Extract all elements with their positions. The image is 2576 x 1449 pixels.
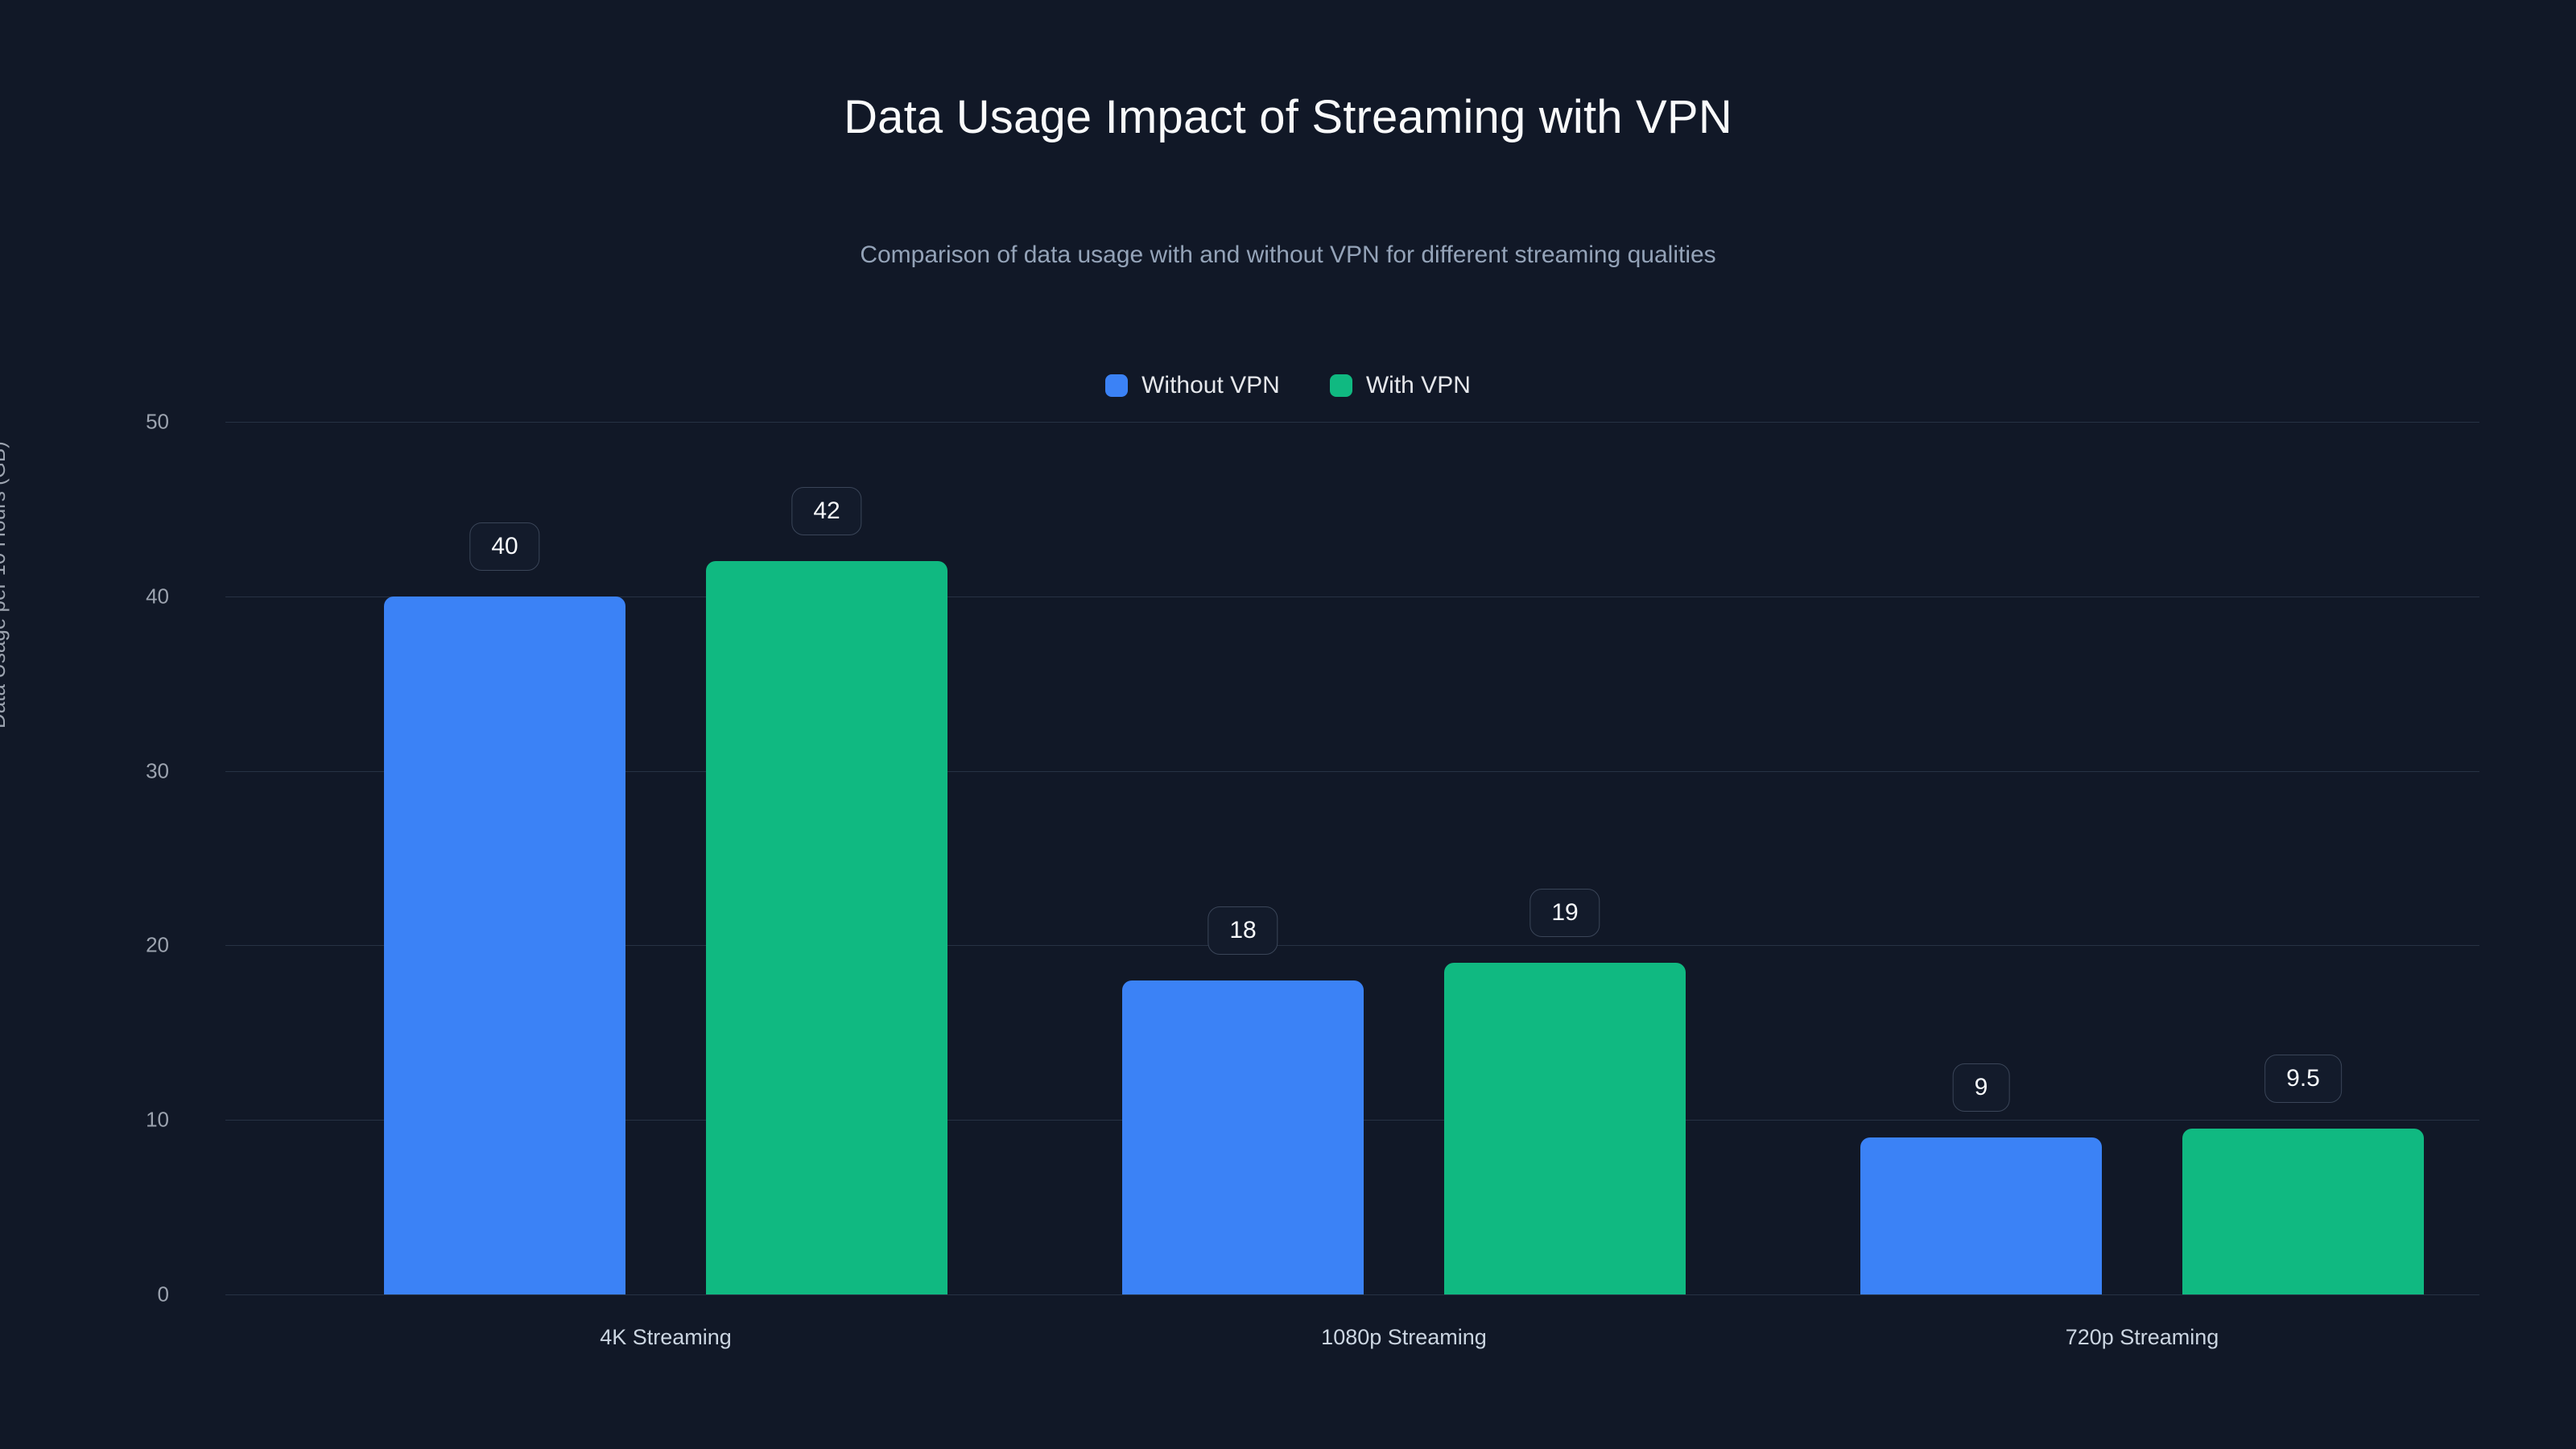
plot-area: 0 10 20 30 40 50 40 42 18 19 9 9.5 4K Streaming 108… [146,410,2479,1349]
x-axis-category-label: 4K Streaming [600,1325,732,1349]
bar-value-label: 19 [1530,889,1600,938]
y-axis-tick-label: 0 [157,1282,169,1307]
y-axis-tick-label: 10 [146,1107,169,1132]
y-axis-tick-label: 30 [146,758,169,783]
legend-swatch-icon-with-vpn [1329,374,1352,397]
gridline [225,1294,2479,1295]
y-axis-tick-label: 40 [146,584,169,609]
legend-swatch-icon-without-vpn [1105,374,1129,397]
bar-value-label: 42 [791,487,862,536]
x-axis-category-label: 1080p Streaming [1321,1325,1487,1349]
gridline [225,422,2479,423]
bar[interactable] [2182,1129,2424,1294]
bar[interactable] [1860,1137,2102,1294]
bar[interactable] [706,561,947,1294]
bar-value-label: 40 [469,522,540,571]
legend-item-with-vpn[interactable]: With VPN [1329,372,1471,399]
bar[interactable] [1122,980,1364,1294]
legend-label-with-vpn: With VPN [1365,372,1471,398]
y-axis-tick-label: 20 [146,932,169,957]
gridline [225,945,2479,947]
gridline [225,770,2479,772]
bar[interactable] [1444,963,1686,1294]
chart-subtitle: Comparison of data usage with and withou… [860,242,1716,268]
y-axis-title: Data Usage per 10 Hours (GB) [0,441,10,729]
bar-value-label: 9.5 [2264,1055,2342,1104]
y-axis-tick-label: 50 [146,409,169,434]
bar[interactable] [384,596,625,1294]
bar-value-label: 9 [1952,1063,2010,1112]
legend-label-without-vpn: Without VPN [1141,372,1280,398]
bar-value-label: 18 [1208,906,1278,955]
chart-legend: Without VPN With VPN [0,372,2576,399]
legend-item-without-vpn[interactable]: Without VPN [1105,372,1280,399]
x-axis-category-label: 720p Streaming [2065,1325,2219,1349]
chart-title: Data Usage Impact of Streaming with VPN [844,91,1732,143]
